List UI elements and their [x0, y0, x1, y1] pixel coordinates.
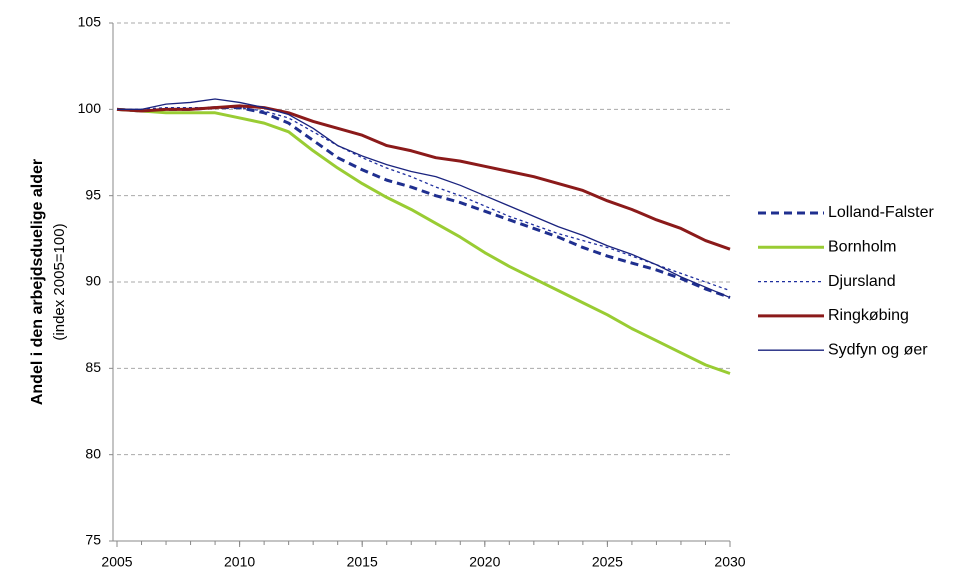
series-line	[117, 98, 731, 299]
series-line	[116, 104, 731, 251]
x-tick-label: 2030	[714, 554, 745, 570]
legend-label: Sydfyn og øer	[828, 341, 928, 358]
x-tick-label: 2005	[101, 554, 132, 570]
y-tick-label: 85	[85, 359, 101, 375]
y-tick-label: 95	[85, 186, 101, 202]
legend-label: Lolland-Falster	[828, 204, 935, 221]
y-tick-label: 75	[85, 532, 101, 548]
series-line	[116, 106, 731, 299]
y-axis-subtitle: (index 2005=100)	[51, 223, 68, 340]
y-tick-label: 100	[78, 100, 102, 116]
legend-label: Djursland	[828, 273, 896, 290]
series-line	[116, 107, 731, 375]
x-tick-label: 2010	[224, 554, 255, 570]
y-axis-title: Andel i den arbejdsduelige alder	[29, 159, 46, 405]
y-tick-label: 80	[85, 445, 101, 461]
y-tick-label: 105	[78, 14, 102, 30]
x-tick-label: 2025	[592, 554, 623, 570]
x-tick-label: 2015	[347, 554, 378, 570]
legend-label: Ringkøbing	[828, 307, 909, 324]
x-tick-label: 2020	[469, 554, 500, 570]
y-tick-label: 90	[85, 273, 101, 289]
legend-label: Bornholm	[828, 239, 896, 256]
